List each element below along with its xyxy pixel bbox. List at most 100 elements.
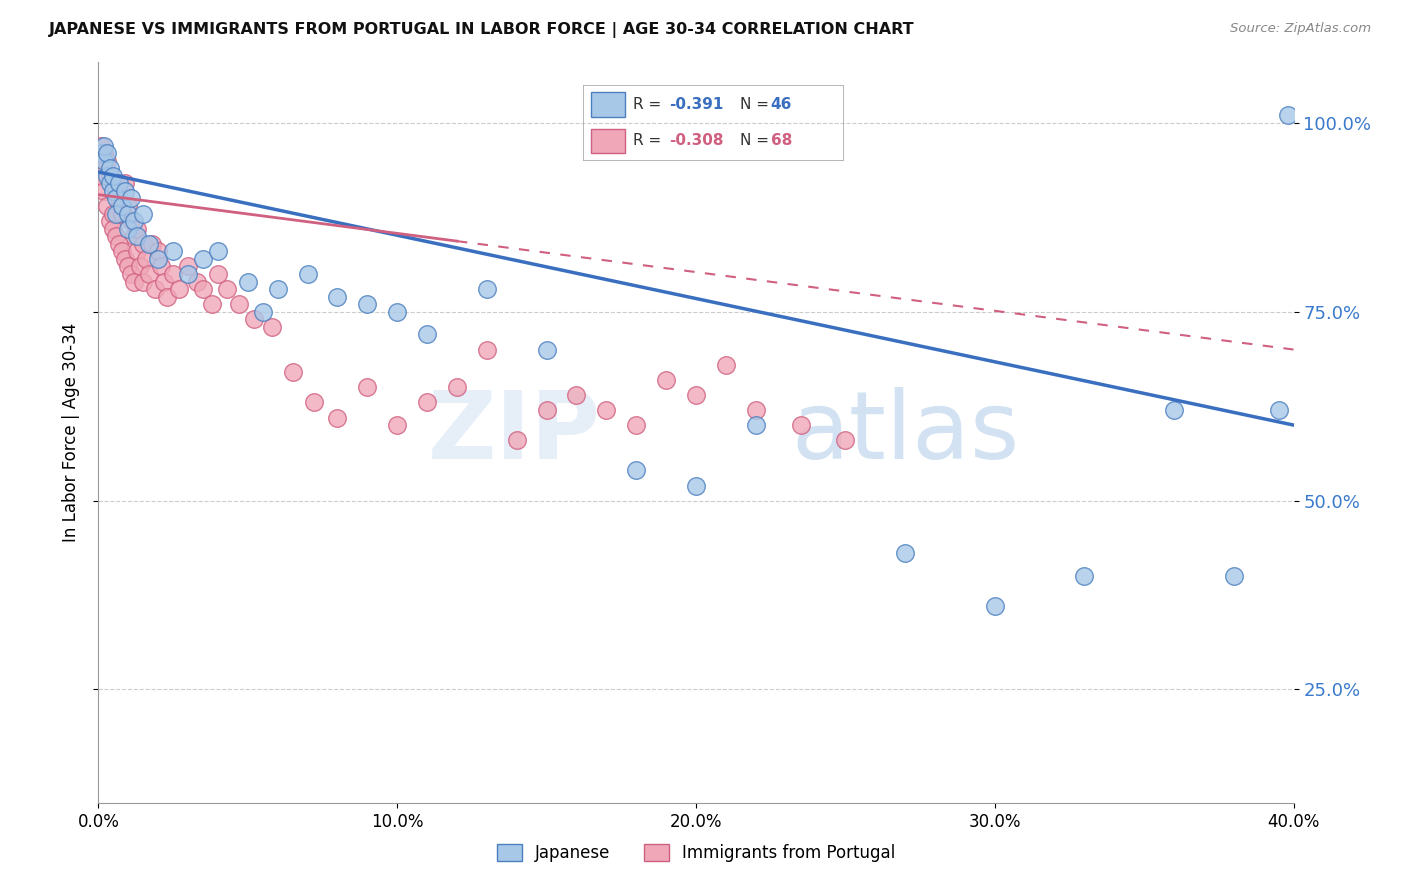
Point (150, 260, 173, 274)
Point (117, 260, 139, 274)
Point (1223, 569, 1246, 583)
Point (153, 275, 176, 289)
Point (385, 304, 409, 318)
Point (90, 138, 112, 153)
Point (714, 358, 737, 372)
Point (103, 169, 125, 183)
Point (93, 184, 115, 198)
Point (124, 229, 146, 244)
Point (124, 214, 146, 228)
Point (98, 161, 122, 176)
Point (267, 282, 290, 296)
Point (536, 343, 558, 357)
Point (135, 252, 157, 266)
Point (127, 244, 149, 259)
Point (162, 244, 184, 259)
Point (356, 297, 378, 311)
Text: N =: N = (740, 97, 773, 112)
Point (105, 206, 128, 220)
Point (129, 260, 152, 274)
Point (114, 177, 136, 191)
Point (745, 403, 768, 417)
Point (475, 343, 498, 357)
Point (167, 282, 190, 296)
Point (143, 282, 166, 296)
Point (127, 221, 149, 235)
Y-axis label: In Labor Force | Age 30-34: In Labor Force | Age 30-34 (62, 323, 80, 542)
Point (326, 290, 349, 304)
Point (120, 267, 142, 281)
Point (90, 146, 112, 161)
Point (297, 267, 319, 281)
Point (105, 191, 128, 205)
Point (114, 252, 136, 266)
Text: -0.308: -0.308 (669, 133, 724, 148)
Point (475, 282, 498, 296)
Point (117, 199, 139, 213)
Point (326, 410, 349, 425)
Point (685, 388, 707, 402)
Point (1277, 108, 1299, 122)
Point (1267, 403, 1289, 417)
Point (117, 206, 139, 220)
Point (446, 380, 468, 394)
Point (132, 236, 155, 251)
Text: N =: N = (740, 133, 773, 148)
Point (108, 236, 131, 251)
Point (132, 275, 155, 289)
Text: atlas: atlas (792, 386, 1019, 479)
Point (626, 463, 648, 477)
Point (98, 177, 122, 191)
Point (114, 184, 136, 198)
Point (281, 365, 304, 379)
Point (506, 433, 529, 447)
Point (103, 177, 125, 191)
Point (132, 206, 155, 220)
Point (117, 221, 139, 235)
Point (655, 373, 678, 387)
Point (96, 169, 118, 183)
Point (1073, 569, 1095, 583)
Point (243, 312, 266, 326)
Point (385, 418, 409, 433)
Point (834, 433, 856, 447)
Point (186, 275, 208, 289)
Point (595, 403, 617, 417)
Text: 46: 46 (770, 97, 792, 112)
Point (156, 290, 179, 304)
Point (103, 221, 125, 235)
Point (260, 319, 283, 334)
Point (1163, 403, 1185, 417)
Bar (592, 93, 626, 117)
Legend: Japanese, Immigrants from Portugal: Japanese, Immigrants from Portugal (489, 837, 903, 869)
Point (685, 478, 707, 492)
Point (105, 229, 128, 244)
Point (108, 191, 131, 205)
Point (745, 418, 768, 433)
Point (201, 297, 224, 311)
Point (191, 282, 214, 296)
Point (111, 199, 134, 213)
Point (191, 252, 214, 266)
Point (984, 599, 1007, 614)
Point (93, 153, 115, 168)
Point (96, 199, 118, 213)
Text: R =: R = (633, 97, 666, 112)
Point (302, 395, 325, 409)
Point (207, 244, 229, 259)
Point (177, 260, 200, 274)
Point (536, 403, 558, 417)
Text: ZIP: ZIP (427, 386, 600, 479)
Text: R =: R = (633, 133, 666, 148)
Text: Source: ZipAtlas.com: Source: ZipAtlas.com (1230, 22, 1371, 36)
Point (96, 153, 118, 168)
Point (111, 206, 134, 220)
Point (177, 267, 200, 281)
Point (127, 229, 149, 244)
Point (124, 275, 146, 289)
Point (626, 418, 648, 433)
Point (148, 252, 170, 266)
Text: JAPANESE VS IMMIGRANTS FROM PORTUGAL IN LABOR FORCE | AGE 30-34 CORRELATION CHAR: JAPANESE VS IMMIGRANTS FROM PORTUGAL IN … (49, 22, 915, 38)
Point (103, 184, 125, 198)
Point (90, 169, 112, 183)
